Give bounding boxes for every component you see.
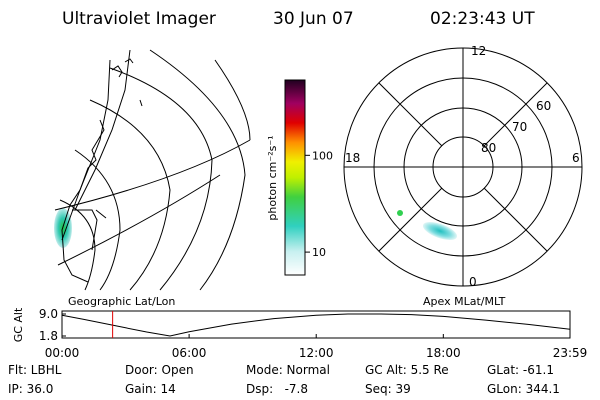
polar-label: Apex MLat/MLT xyxy=(423,295,506,308)
info-field: GC Alt: 5.5 Re xyxy=(365,363,449,377)
info-field: Mode: Normal xyxy=(246,363,330,377)
map xyxy=(54,49,251,291)
map-label: Geographic Lat/Lon xyxy=(68,295,175,308)
info-field: GLat: -61.1 xyxy=(487,363,554,377)
aurora-spot xyxy=(397,210,403,216)
lat-label: 80 xyxy=(481,141,496,155)
mlt-label: 12 xyxy=(471,44,486,58)
date: 30 Jun 07 xyxy=(273,9,354,29)
aurora xyxy=(422,221,458,241)
mlt-label: 0 xyxy=(469,275,477,289)
info-field: IP: 36.0 xyxy=(8,382,53,396)
time: 02:23:43 UT xyxy=(430,9,535,29)
x-tick-label: 23:59 xyxy=(553,346,588,360)
x-tick-label: 18:00 xyxy=(426,346,461,360)
polar-grid xyxy=(343,47,583,287)
info-field: Flt: LBHL xyxy=(8,363,62,377)
y-tick-label: 1.8 xyxy=(39,329,58,343)
info-field: GLon: 344.1 xyxy=(487,382,560,396)
x-tick-label: 00:00 xyxy=(45,346,80,360)
x-tick-label: 06:00 xyxy=(172,346,207,360)
altitude-curve xyxy=(61,313,571,337)
colorbar-tick-label: 10 xyxy=(312,246,326,259)
info-field: Gain: 14 xyxy=(125,382,176,396)
info-field: Door: Open xyxy=(125,363,194,377)
info-field: Dsp: -7.8 xyxy=(246,382,308,396)
alt-ylabel: GC Alt xyxy=(12,307,25,342)
lat-label: 60 xyxy=(536,99,551,113)
mlt-label: 18 xyxy=(345,151,360,165)
x-tick-label: 12:00 xyxy=(299,346,334,360)
colorbar xyxy=(284,79,306,276)
mlt-label: 6 xyxy=(572,151,580,165)
colorbar-tick-label: 100 xyxy=(312,149,333,162)
y-tick-label: 9.0 xyxy=(39,307,58,321)
title: Ultraviolet Imager xyxy=(62,9,216,29)
colorbar-label: photon cm⁻²s⁻¹ xyxy=(266,135,279,220)
info-field: Seq: 39 xyxy=(365,382,411,396)
lat-label: 70 xyxy=(512,120,527,134)
